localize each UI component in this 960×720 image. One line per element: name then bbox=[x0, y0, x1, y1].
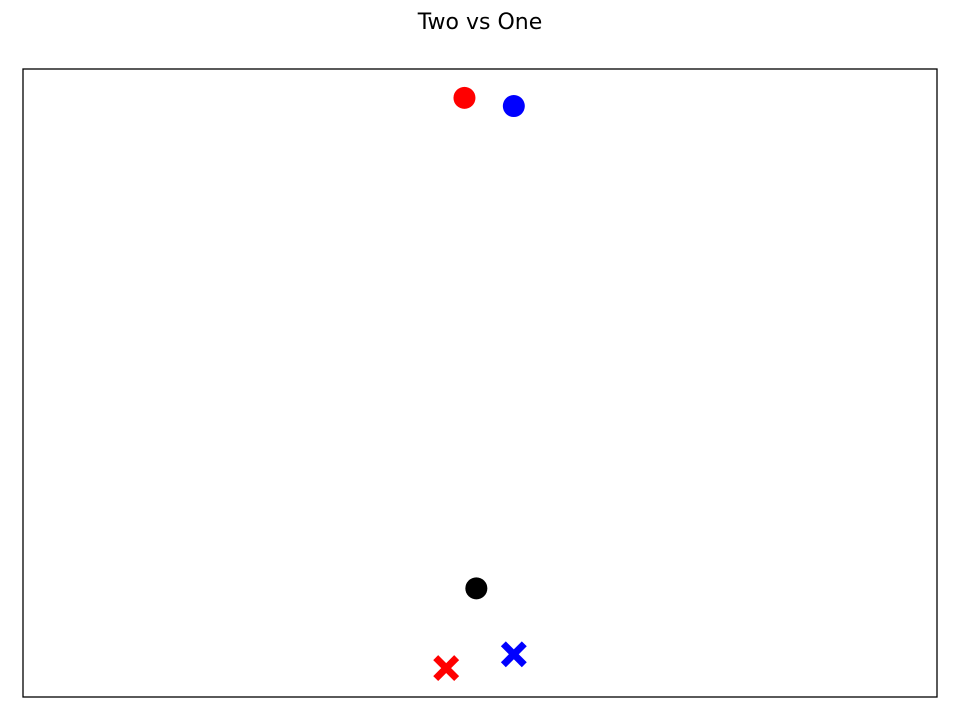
plot-frame bbox=[22, 68, 938, 698]
point-2-circle bbox=[465, 577, 488, 600]
point-1-circle bbox=[502, 95, 525, 118]
point-4-x-marker bbox=[500, 641, 527, 668]
chart-title: Two vs One bbox=[417, 10, 543, 35]
point-3-x-marker bbox=[433, 655, 460, 682]
data-points bbox=[433, 86, 527, 682]
point-0-circle bbox=[453, 86, 476, 109]
